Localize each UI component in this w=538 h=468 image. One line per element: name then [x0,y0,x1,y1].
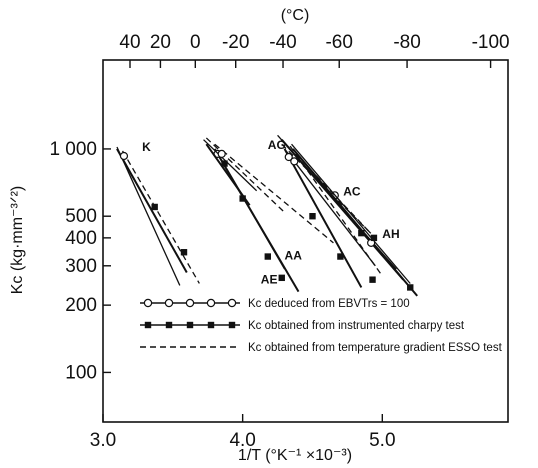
esso-line [289,145,383,277]
filled-point [278,274,285,282]
y-tick-label: 100 [65,362,97,383]
esso-line [205,137,285,213]
filled-point [239,195,246,202]
charpy-line [292,148,418,297]
legend-item: Kc obtained from temperature gradient ES… [140,342,503,354]
annotation-ag: AG [268,138,286,152]
top-tick-label: -40 [269,32,296,53]
legend-marker [144,321,152,329]
open-point [284,152,293,162]
annotation-ae: AE [261,272,278,286]
legend: Kc deduced from EBVTrs = 100 Kc obtained … [140,298,503,354]
deduced-line [203,139,258,192]
esso-line [121,150,200,284]
legend-text: Kc obtained from instrumented charpy tes… [248,320,465,332]
filled-point [358,229,365,237]
top-tick-label: -80 [393,32,420,53]
y-tick-label: 400 [65,228,97,249]
charpy-line [213,148,300,293]
legend-item: Kc obtained from instrumented charpy tes… [140,320,465,332]
y-tick-label: 200 [65,295,97,316]
legend-text: Kc deduced from EBVTrs = 100 [248,298,410,310]
open-point [119,151,129,161]
deduced-line [291,143,411,284]
x-tick-label: 3.0 [90,430,116,451]
x-tick-label: 5.0 [369,430,395,451]
legend-marker [143,298,153,308]
charpy-line [116,148,188,273]
annotation-aa: AA [285,249,303,263]
deduced-line [284,148,376,267]
legend-marker [186,321,194,329]
filled-point [369,276,376,283]
legend-item: Kc deduced from EBVTrs = 100 [140,298,410,310]
open-point [290,157,299,166]
top-tick-label: -20 [222,32,249,53]
legend-marker [206,298,216,308]
legend-text: Kc obtained from temperature gradient ES… [248,342,503,354]
x-axis-label: 1/T (°K⁻¹ ×10⁻³) [238,447,352,464]
charpy-line [205,143,251,206]
filled-point [264,253,271,260]
legend-marker [165,321,173,329]
filled-point [309,213,316,220]
legend-marker [227,298,237,308]
annotation-ah: AH [382,227,399,241]
open-point [217,149,226,159]
legend-marker [185,298,195,308]
plot-frame [102,59,509,423]
charpy-line [283,148,363,288]
y-tick-label: 500 [65,206,97,227]
filled-point [221,160,228,167]
series-k [116,146,200,286]
annotation-k: K [142,140,151,154]
top-axis-label: (°C) [281,7,310,24]
top-tick-label: 20 [150,32,171,53]
filled-point [407,284,414,291]
legend-marker [164,298,174,308]
annotation-ac: AC [343,184,361,198]
filled-point [151,203,158,211]
legend-marker [207,321,215,329]
esso-line [214,143,334,244]
series-layer [116,134,418,297]
series-ag [283,145,383,288]
x-tick-label: 4.0 [229,430,255,451]
y-axis-label: Kc (kg·mm⁻³ᐟ²) [9,186,26,295]
y-tick-label: 1 000 [49,139,97,160]
top-tick-label: -100 [472,32,510,53]
series-ah [291,143,418,297]
y-tick-label: 300 [65,256,97,277]
annotations: K AG AC AH AA AE [142,138,400,287]
filled-point [337,253,344,260]
deduced-line [116,146,181,286]
legend-marker [228,321,236,329]
filled-point [370,234,378,242]
top-tick-label: 40 [119,32,140,53]
esso-line [295,153,369,232]
top-tick-label: 0 [190,32,201,53]
series-ae [203,137,285,260]
top-tick-label: -60 [325,32,352,53]
filled-point [180,249,188,256]
